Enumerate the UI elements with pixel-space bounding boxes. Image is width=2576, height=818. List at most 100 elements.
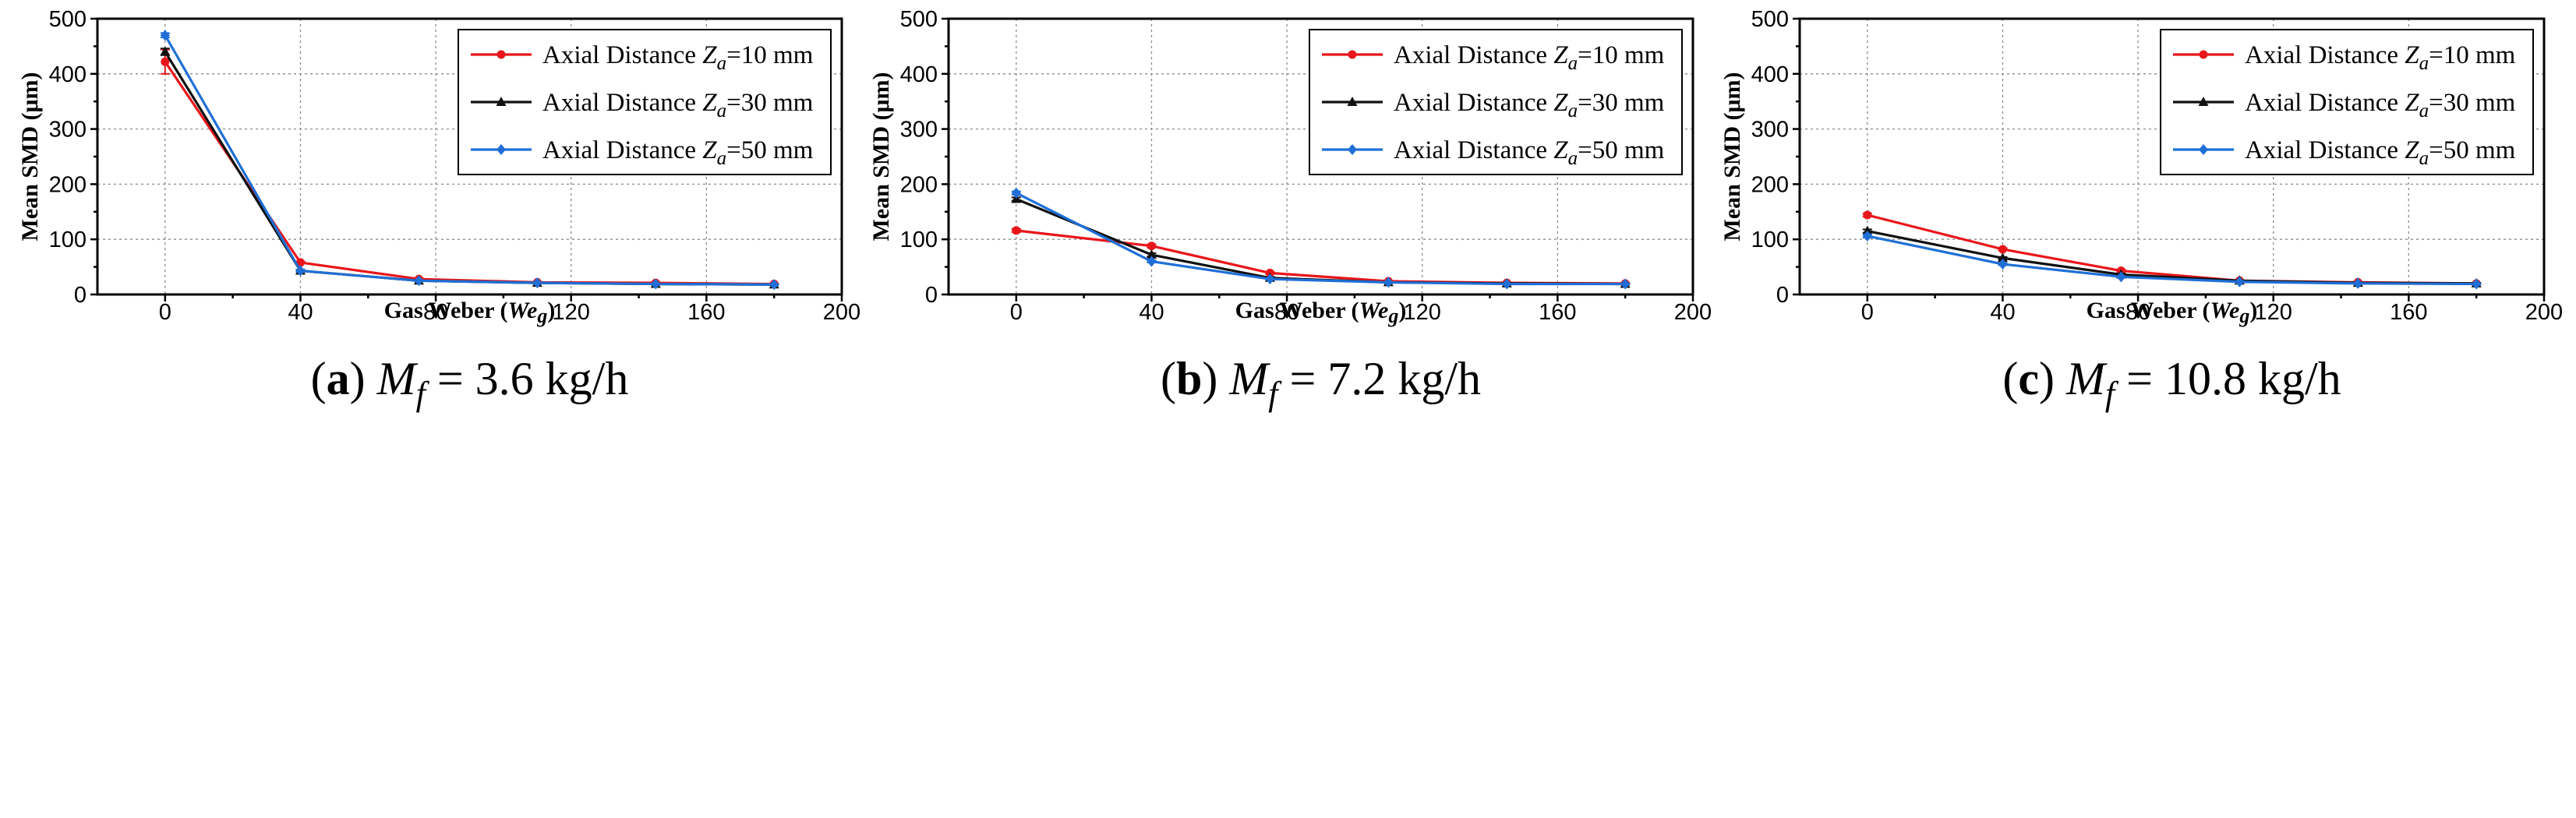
x-axis-label-close: ) — [1398, 298, 1406, 323]
legend-marker — [2199, 50, 2208, 59]
legend-entry-2: Axial Distance Za=30 mm — [2173, 89, 2516, 122]
y-tick-label: 100 — [49, 227, 87, 252]
legend-label-var: Z — [1553, 136, 1568, 164]
panel-caption: (a) Mf = 3.6 kg/h — [311, 353, 629, 413]
legend-label-prefix: Axial Distance — [542, 41, 702, 69]
x-tick-label: 40 — [288, 300, 313, 325]
x-tick-label: 200 — [2525, 300, 2563, 325]
legend-label-value: =10 mm — [2429, 41, 2516, 69]
legend-label-prefix: Axial Distance — [1394, 41, 1553, 69]
legend-label-sub: a — [1568, 100, 1578, 122]
y-tick-label: 200 — [1751, 172, 1789, 197]
legend-label-prefix: Axial Distance — [2245, 89, 2405, 117]
data-point — [1265, 273, 1275, 285]
data-point — [1012, 226, 1021, 235]
series-3 — [160, 30, 779, 291]
caption-space — [1278, 353, 1290, 404]
x-tick-label: 80 — [2125, 300, 2150, 325]
legend-label: Axial Distance Za=30 mm — [542, 89, 814, 122]
data-point — [532, 277, 542, 289]
x-axis-label: Gas Weber (Weg) — [384, 298, 556, 327]
y-tick-label: 400 — [1751, 62, 1789, 87]
legend-label-var: Z — [1553, 41, 1568, 69]
x-tick-label: 120 — [553, 300, 590, 325]
x-tick-label: 0 — [159, 300, 171, 325]
legend-label-prefix: Axial Distance — [2245, 136, 2405, 164]
legend-label-value: =30 mm — [1578, 89, 1665, 117]
legend-label-var: Z — [702, 41, 717, 69]
data-point — [1147, 242, 1156, 251]
legend-entry-1: Axial Distance Za=10 mm — [471, 41, 814, 74]
series-3 — [1011, 187, 1631, 290]
x-axis-label: Gas Weber (Weg) — [1235, 298, 1407, 327]
x-axis-label-text: Gas Weber ( — [1235, 298, 1359, 323]
legend-entry-1: Axial Distance Za=10 mm — [1322, 41, 1665, 74]
data-point — [160, 30, 170, 41]
caption-space — [2153, 353, 2164, 404]
data-point — [160, 46, 171, 56]
x-tick-label: 40 — [1990, 300, 2015, 325]
caption-space — [426, 353, 437, 404]
x-tick-label: 200 — [823, 300, 860, 325]
series-line — [1867, 234, 2477, 286]
legend-label-sub: a — [717, 53, 727, 74]
data-point — [1862, 225, 1873, 235]
plot-frame — [1798, 17, 2546, 296]
legend-label-var: Z — [2405, 136, 2419, 164]
chart-panel-1: 0 40 80 120 160 200 0 100 200 300 400 500 Gas Weber … — [17, 7, 860, 413]
legend-label-value: =10 mm — [1578, 41, 1665, 69]
legend-marker — [1348, 144, 1357, 155]
legend-label-prefix: Axial Distance — [2245, 41, 2405, 69]
x-tick-label: 0 — [1861, 300, 1874, 325]
x-tick-label: 160 — [1539, 300, 1576, 325]
caption-value: 10.8 kg/h — [2164, 353, 2341, 404]
caption-close-paren: ) — [2039, 353, 2066, 404]
data-point — [2116, 271, 2126, 283]
legend-label-sub: a — [2419, 53, 2429, 74]
legend-label: Axial Distance Za=50 mm — [2245, 136, 2516, 169]
caption-letter: c — [2018, 353, 2039, 404]
series-line — [1016, 192, 1626, 286]
legend-label-sub: a — [2419, 100, 2429, 122]
legend-label-var: Z — [702, 89, 717, 117]
caption-equals: = — [1290, 353, 1316, 404]
legend-marker — [2199, 144, 2208, 155]
x-tick-label: 200 — [1674, 300, 1712, 325]
caption-open-paren: ( — [311, 353, 327, 404]
x-tick-label: 120 — [2255, 300, 2292, 325]
y-tick-label: 400 — [49, 62, 87, 87]
legend-label-value: =50 mm — [2429, 136, 2516, 164]
data-point — [1147, 256, 1157, 267]
caption-equals: = — [2126, 353, 2153, 404]
y-tick-label: 100 — [900, 227, 938, 252]
caption-space — [464, 353, 475, 404]
x-tick-label: 40 — [1139, 300, 1164, 325]
legend-label-prefix: Axial Distance — [542, 89, 702, 117]
y-tick-label: 500 — [49, 7, 87, 32]
legend-label-sub: a — [1568, 53, 1578, 74]
y-tick-label: 0 — [74, 283, 87, 308]
x-axis-label-close: ) — [2249, 298, 2257, 323]
legend-label: Axial Distance Za=50 mm — [1394, 136, 1665, 169]
caption-close-paren: ) — [1202, 353, 1229, 404]
legend-label-var: Z — [702, 136, 717, 164]
legend-label-sub: a — [717, 100, 727, 122]
caption-var: M — [1228, 353, 1270, 404]
y-axis-label: Mean SMD (μm) — [868, 72, 894, 242]
data-point — [2472, 278, 2482, 290]
data-point — [161, 57, 170, 66]
data-point — [1502, 278, 1512, 290]
legend-marker — [1347, 97, 1358, 106]
caption-var: M — [376, 353, 419, 404]
x-axis-label-close: ) — [547, 298, 555, 323]
caption-space — [2115, 353, 2126, 404]
x-axis-label-var: We — [508, 298, 538, 323]
legend-entry-2: Axial Distance Za=30 mm — [1322, 89, 1665, 122]
data-point — [1998, 245, 2007, 254]
caption-open-paren: ( — [2002, 353, 2018, 404]
legend-entry-3: Axial Distance Za=50 mm — [1322, 136, 1665, 169]
x-axis-label-var: We — [1359, 298, 1389, 323]
caption-var: M — [2065, 353, 2108, 404]
